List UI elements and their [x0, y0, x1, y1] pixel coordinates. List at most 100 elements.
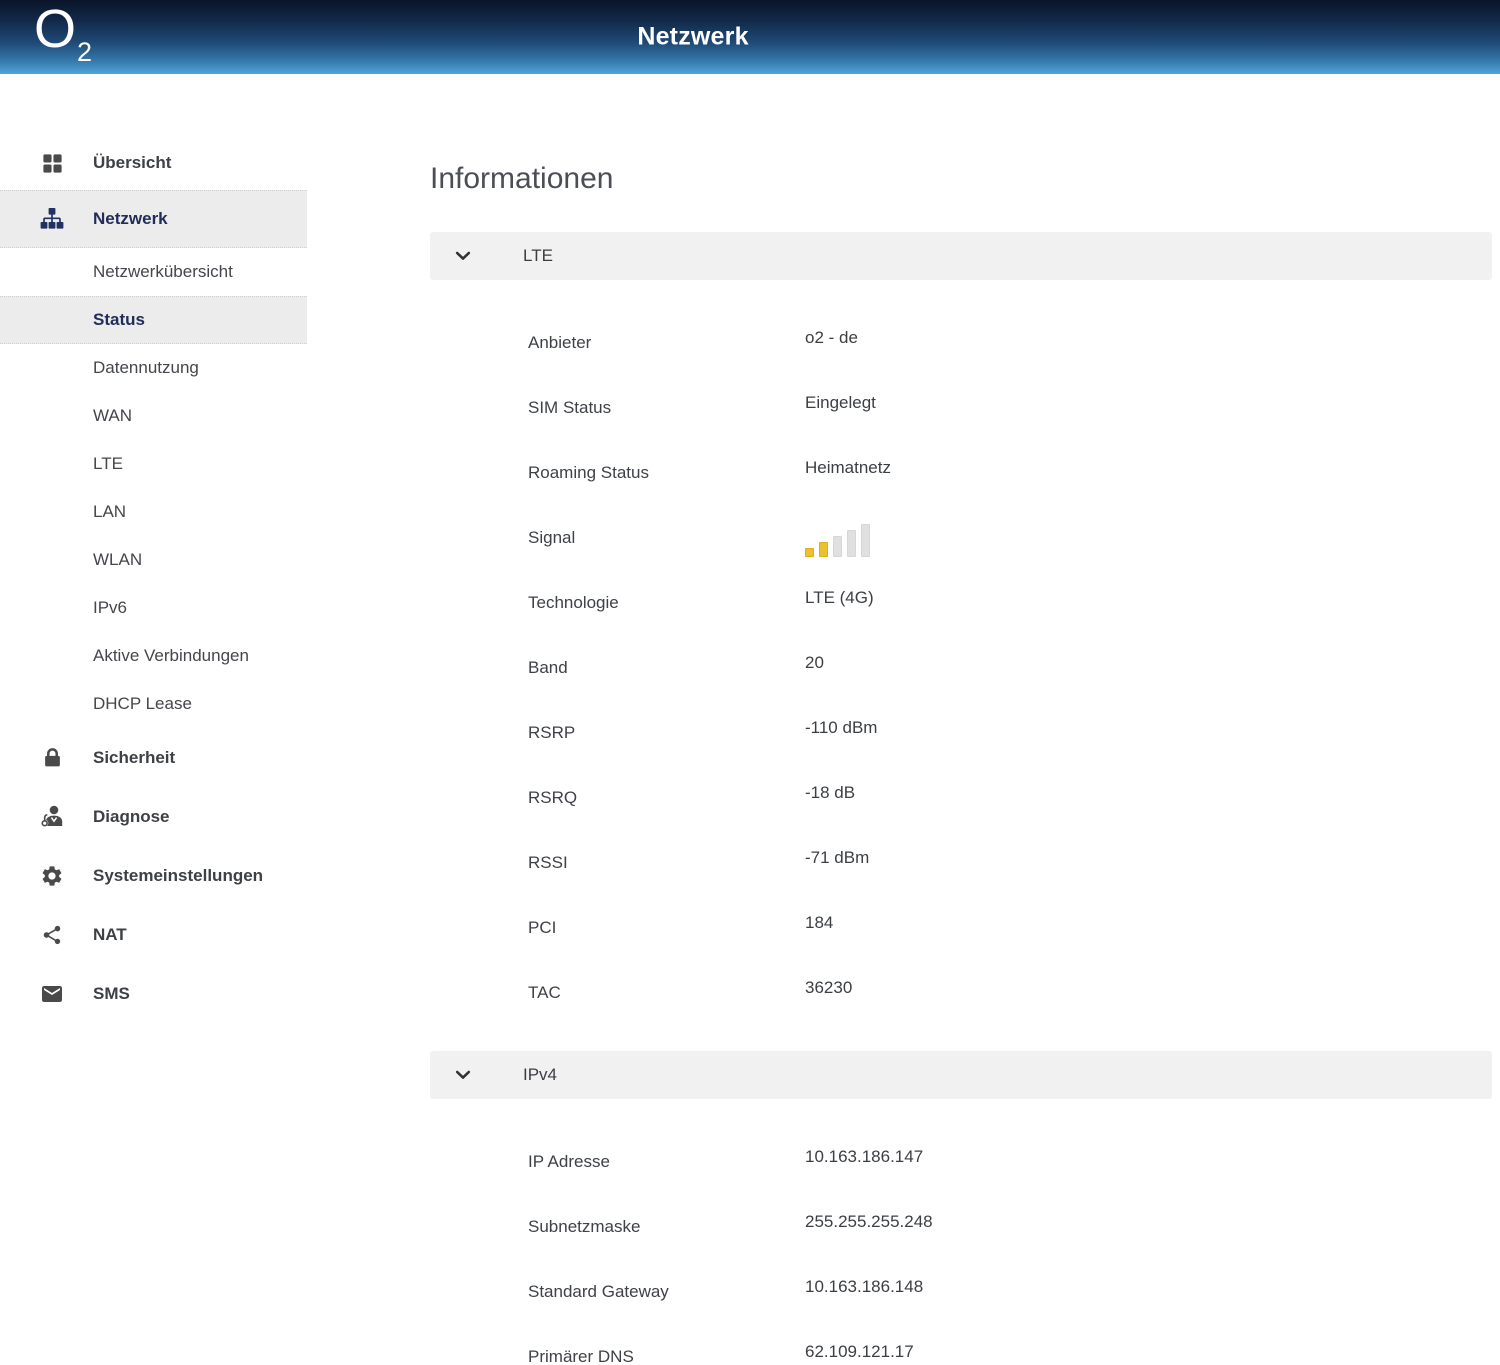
- row-value: Heimatnetz: [805, 457, 891, 477]
- main-content: Informationen LTE Anbieter o2 - de SIM S…: [307, 74, 1500, 1365]
- sidebar-item-label: SMS: [93, 983, 130, 1003]
- sidebar-item-nat[interactable]: NAT: [0, 905, 307, 964]
- signal-bars-icon: [805, 523, 870, 557]
- table-row: SIM Status Eingelegt: [528, 375, 1492, 440]
- sidebar-item-label: Systemeinstellungen: [93, 865, 264, 885]
- sidebar-subitem-label: Status: [93, 310, 145, 329]
- app-header: O2 Netzwerk: [0, 0, 1500, 74]
- row-value: -71 dBm: [805, 847, 870, 867]
- diagnose-icon: [40, 805, 64, 829]
- sidebar-subitem-label: LAN: [93, 502, 127, 521]
- page-header-title: Netzwerk: [637, 22, 749, 51]
- row-value: 10.163.186.147: [805, 1146, 924, 1166]
- section-label: IPv4: [523, 1065, 558, 1084]
- row-value: o2 - de: [805, 327, 858, 347]
- row-value: LTE (4G): [805, 587, 874, 607]
- gear-icon: [40, 864, 64, 888]
- section-label: LTE: [523, 246, 553, 265]
- row-label: Signal: [528, 527, 576, 547]
- table-row: RSRP -110 dBm: [528, 700, 1492, 765]
- sidebar-item-label: Diagnose: [93, 806, 170, 826]
- sidebar-nav: Übersicht Netzwerk Netzwerkübersicht: [0, 74, 307, 1365]
- sidebar-item-label: NAT: [93, 924, 127, 944]
- lock-icon: [40, 746, 64, 770]
- row-label: RSRP: [528, 722, 576, 742]
- table-row: Subnetzmaske 255.255.255.248: [528, 1194, 1492, 1259]
- row-value: -18 dB: [805, 782, 856, 802]
- table-row: Band 20: [528, 635, 1492, 700]
- sidebar-item-dhcp-lease[interactable]: DHCP Lease: [0, 680, 307, 728]
- row-label: Standard Gateway: [528, 1281, 669, 1301]
- row-label: Roaming Status: [528, 462, 649, 482]
- ipv4-info-list: IP Adresse 10.163.186.147 Subnetzmaske 2…: [430, 1099, 1492, 1365]
- row-value: 10.163.186.148: [805, 1276, 924, 1296]
- o2-logo: O2: [34, 0, 92, 66]
- table-row: IP Adresse 10.163.186.147: [528, 1129, 1492, 1194]
- logo-letter: O: [34, 0, 77, 59]
- table-row: Roaming Status Heimatnetz: [528, 440, 1492, 505]
- sidebar-item-label: Netzwerk: [93, 209, 168, 228]
- table-row: RSRQ -18 dB: [528, 765, 1492, 830]
- row-label: Technologie: [528, 592, 619, 612]
- sidebar-item-label: Übersicht: [93, 153, 172, 172]
- sidebar-subitem-label: Aktive Verbindungen: [93, 646, 249, 665]
- sidebar-item-uebersicht[interactable]: Übersicht: [0, 136, 307, 190]
- table-row: Primärer DNS 62.109.121.17: [528, 1324, 1492, 1365]
- sidebar-item-status[interactable]: Status: [0, 296, 307, 344]
- sidebar-item-ipv6[interactable]: IPv6: [0, 584, 307, 632]
- sidebar-subitem-label: IPv6: [93, 598, 128, 617]
- row-label: RSSI: [528, 852, 568, 872]
- table-row: Standard Gateway 10.163.186.148: [528, 1259, 1492, 1324]
- sidebar-item-wlan[interactable]: WLAN: [0, 536, 307, 584]
- row-value: 20: [805, 652, 824, 672]
- sidebar-subitem-label: WLAN: [93, 550, 143, 569]
- sidebar-item-diagnose[interactable]: Diagnose: [0, 787, 307, 846]
- table-row: Signal: [528, 505, 1492, 570]
- table-row: Anbieter o2 - de: [528, 310, 1492, 375]
- row-label: TAC: [528, 982, 561, 1002]
- logo-subscript: 2: [77, 37, 93, 67]
- section-header-ipv4[interactable]: IPv4: [430, 1051, 1492, 1099]
- sidebar-item-label: Sicherheit: [93, 747, 176, 767]
- sidebar-item-sms[interactable]: SMS: [0, 964, 307, 1023]
- table-row: RSSI -71 dBm: [528, 830, 1492, 895]
- sidebar-item-systemeinstellungen[interactable]: Systemeinstellungen: [0, 846, 307, 905]
- sidebar-item-sicherheit[interactable]: Sicherheit: [0, 728, 307, 787]
- sidebar-item-datennutzung[interactable]: Datennutzung: [0, 344, 307, 392]
- row-value: -110 dBm: [805, 717, 878, 737]
- envelope-icon: [40, 982, 64, 1006]
- row-label: RSRQ: [528, 787, 578, 807]
- row-value: 255.255.255.248: [805, 1211, 933, 1231]
- table-row: Technologie LTE (4G): [528, 570, 1492, 635]
- row-label: IP Adresse: [528, 1151, 610, 1171]
- row-value: 62.109.121.17: [805, 1341, 914, 1361]
- sidebar-item-netzwerk[interactable]: Netzwerk: [0, 190, 307, 248]
- sidebar-subitem-label: Netzwerkübersicht: [93, 262, 233, 281]
- sidebar-item-netzwerkuebersicht[interactable]: Netzwerkübersicht: [0, 248, 307, 296]
- sidebar-item-wan[interactable]: WAN: [0, 392, 307, 440]
- row-label: Anbieter: [528, 332, 592, 352]
- section-header-lte[interactable]: LTE: [430, 232, 1492, 280]
- sidebar-subitem-label: DHCP Lease: [93, 694, 192, 713]
- chevron-down-icon[interactable]: [455, 1070, 471, 1081]
- share-icon: [40, 923, 64, 947]
- sidebar-subitem-label: LTE: [93, 454, 123, 473]
- sidebar-subitem-label: Datennutzung: [93, 358, 199, 377]
- sidebar-item-lan[interactable]: LAN: [0, 488, 307, 536]
- row-label: PCI: [528, 917, 557, 937]
- table-row: PCI 184: [528, 895, 1492, 960]
- grid-icon: [40, 151, 64, 175]
- sidebar-item-aktive-verbindungen[interactable]: Aktive Verbindungen: [0, 632, 307, 680]
- chevron-down-icon[interactable]: [455, 251, 471, 262]
- row-label: SIM Status: [528, 397, 612, 417]
- row-label: Primärer DNS: [528, 1346, 634, 1365]
- network-icon: [40, 207, 64, 231]
- row-label: Band: [528, 657, 568, 677]
- page-title: Informationen: [430, 162, 614, 195]
- row-value: Eingelegt: [805, 392, 876, 412]
- row-value: 36230: [805, 977, 853, 997]
- sidebar-item-lte[interactable]: LTE: [0, 440, 307, 488]
- lte-info-list: Anbieter o2 - de SIM Status Eingelegt Ro…: [430, 280, 1492, 1025]
- row-label: Subnetzmaske: [528, 1216, 641, 1236]
- table-row: TAC 36230: [528, 960, 1492, 1025]
